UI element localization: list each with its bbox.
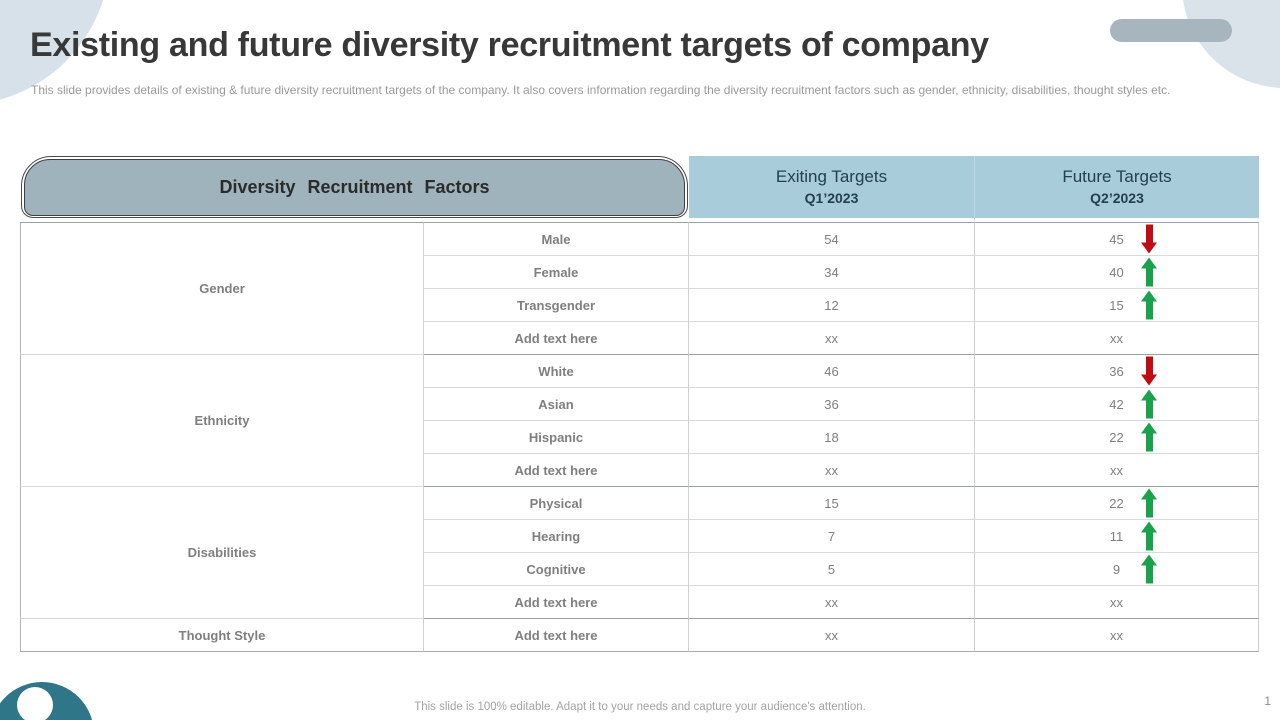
future-value: xx <box>1110 462 1123 478</box>
factor-cell: Gender <box>20 222 424 355</box>
future-value: 42 <box>1109 396 1124 412</box>
trend-arrow-icon <box>1140 389 1158 419</box>
table-row: Add text here xx xx <box>20 322 1259 355</box>
future-value-cell: xx <box>975 586 1259 619</box>
future-value: 11 <box>1109 528 1124 544</box>
future-value: 36 <box>1109 363 1124 379</box>
subfactor-cell: Asian <box>424 388 689 421</box>
future-value-cell: 45 <box>975 222 1259 256</box>
existing-value-cell: xx <box>689 619 975 652</box>
decor-circle-top-right-icon <box>1182 0 1280 88</box>
trend-arrow-icon <box>1140 422 1158 452</box>
subfactor-cell: Add text here <box>424 454 689 487</box>
subfactor-cell: Male <box>424 222 689 256</box>
table-row: Transgender 12 15 <box>20 289 1259 322</box>
future-value-cell: 22 <box>975 487 1259 520</box>
table-row: Hispanic 18 22 <box>20 421 1259 454</box>
subfactor-cell: Physical <box>424 487 689 520</box>
subfactor-cell: Hispanic <box>424 421 689 454</box>
existing-targets-title: Exiting Targets <box>775 167 888 186</box>
trend-arrow-icon <box>1140 224 1158 254</box>
factor-cell: Disabilities <box>20 487 424 619</box>
table-row: Add text here xx xx <box>20 586 1259 619</box>
future-targets-header-cell: Future Targets Q2’2023 <box>975 156 1259 222</box>
existing-value-cell: 18 <box>689 421 975 454</box>
factors-header-cell: Diversity Recruitment Factors <box>20 156 689 222</box>
future-value-cell: 40 <box>975 256 1259 289</box>
future-value-cell: xx <box>975 619 1259 652</box>
future-value-cell: 9 <box>975 553 1259 586</box>
trend-arrow-icon <box>1140 554 1158 584</box>
future-targets-period: Q2’2023 <box>1090 190 1144 206</box>
editable-note: This slide is 100% editable. Adapt it to… <box>414 701 866 713</box>
subfactor-cell: Cognitive <box>424 553 689 586</box>
existing-value-cell: xx <box>689 454 975 487</box>
subfactor-cell: Add text here <box>424 586 689 619</box>
subfactor-cell: Female <box>424 256 689 289</box>
future-value: xx <box>1110 330 1123 346</box>
existing-value-cell: xx <box>689 322 975 355</box>
page-subtitle: This slide provides details of existing … <box>31 83 1171 97</box>
table-row: Cognitive 5 9 <box>20 553 1259 586</box>
future-value: 22 <box>1109 429 1124 445</box>
subfactor-cell: Add text here <box>424 322 689 355</box>
future-value-cell: xx <box>975 322 1259 355</box>
decor-donut-hole-icon <box>17 687 53 720</box>
existing-value-cell: 12 <box>689 289 975 322</box>
subfactor-cell: White <box>424 355 689 388</box>
existing-value-cell: 46 <box>689 355 975 388</box>
targets-table: Diversity Recruitment Factors Exiting Ta… <box>20 156 1259 652</box>
table-row: Female 34 40 <box>20 256 1259 289</box>
existing-value-cell: 5 <box>689 553 975 586</box>
future-value: 40 <box>1109 264 1124 280</box>
trend-arrow-icon <box>1140 290 1158 320</box>
existing-value-cell: 36 <box>689 388 975 421</box>
table-row: Hearing 7 11 <box>20 520 1259 553</box>
future-value-cell: 11 <box>975 520 1259 553</box>
page-number: 1 <box>1264 694 1271 708</box>
factor-cell: Ethnicity <box>20 355 424 487</box>
future-value-cell: 22 <box>975 421 1259 454</box>
future-value: xx <box>1110 627 1123 643</box>
existing-value-cell: 54 <box>689 222 975 256</box>
table-row: Disabilities Physical 15 22 <box>20 487 1259 619</box>
future-value: 9 <box>1112 561 1121 577</box>
future-value: 45 <box>1109 231 1124 247</box>
existing-value-cell: 7 <box>689 520 975 553</box>
future-value-cell: xx <box>975 454 1259 487</box>
trend-arrow-icon <box>1140 257 1158 287</box>
trend-arrow-icon <box>1140 488 1158 518</box>
trend-arrow-icon <box>1140 521 1158 551</box>
table-row: Asian 36 42 <box>20 388 1259 421</box>
table-row: Add text here xx xx <box>20 454 1259 487</box>
existing-targets-header-cell: Exiting Targets Q1’2023 <box>689 156 975 222</box>
future-targets-title: Future Targets <box>1062 167 1172 186</box>
future-value: 22 <box>1109 495 1124 511</box>
future-value-cell: 36 <box>975 355 1259 388</box>
factors-header-label: Diversity Recruitment Factors <box>24 159 685 216</box>
factor-cell: Thought Style <box>20 619 424 652</box>
existing-value-cell: 34 <box>689 256 975 289</box>
table-header-row: Diversity Recruitment Factors Exiting Ta… <box>20 156 1259 222</box>
existing-value-cell: xx <box>689 586 975 619</box>
future-value-cell: 15 <box>975 289 1259 322</box>
table-row: Thought Style Add text here xx xx <box>20 619 1259 652</box>
future-value: 15 <box>1109 297 1124 313</box>
decor-pill-top-right-icon <box>1110 19 1232 42</box>
trend-arrow-icon <box>1140 356 1158 386</box>
future-value: xx <box>1110 594 1123 610</box>
table-row: Ethnicity White 46 36 <box>20 355 1259 487</box>
existing-value-cell: 15 <box>689 487 975 520</box>
table-row: Gender Male 54 45 <box>20 222 1259 355</box>
existing-targets-period: Q1’2023 <box>804 190 859 206</box>
subfactor-cell: Add text here <box>424 619 689 652</box>
subfactor-cell: Transgender <box>424 289 689 322</box>
future-value-cell: 42 <box>975 388 1259 421</box>
page-title: Existing and future diversity recruitmen… <box>30 26 989 64</box>
subfactor-cell: Hearing <box>424 520 689 553</box>
